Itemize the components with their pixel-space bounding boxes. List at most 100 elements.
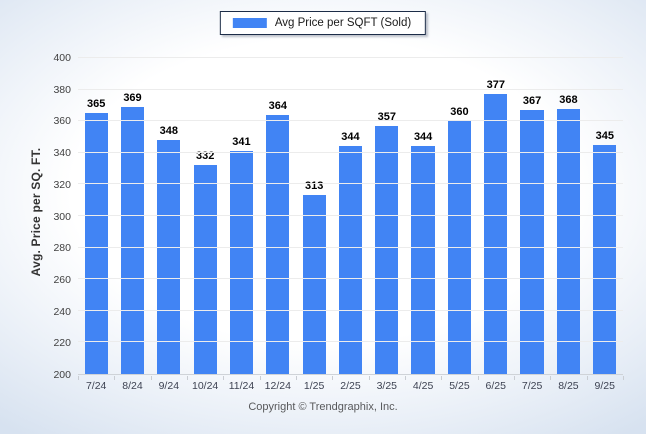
bar-value-label: 360: [450, 106, 469, 119]
x-tick-label: 11/24: [228, 380, 255, 392]
bar-value-label: 367: [522, 95, 542, 108]
bar-slot: 377: [478, 58, 514, 374]
gridline: [78, 341, 623, 343]
bars-container: 365 369 348 332 341 364 313 344 357 344 360 377 367 3…: [78, 58, 623, 374]
y-tick-label: 240: [53, 305, 71, 318]
legend-label: Avg Price per SQFT (Sold): [274, 17, 412, 29]
y-tick-label: 380: [53, 83, 71, 96]
bar-6/25[interactable]: [484, 94, 508, 374]
bar-slot: 344: [332, 58, 368, 374]
gridline: [78, 88, 623, 90]
y-tick-label: 280: [53, 242, 71, 255]
x-tick-mark: [405, 376, 406, 380]
y-tick-label: 320: [53, 178, 71, 191]
x-tick-label: 4/25: [412, 380, 434, 392]
x-tick-label: 12/24: [264, 380, 291, 392]
x-tick-label: 9/25: [594, 380, 615, 392]
y-tick-label: 400: [53, 52, 71, 64]
bar-value-label: 313: [304, 180, 324, 193]
x-tick-mark: [623, 376, 624, 380]
gridline: [78, 120, 623, 122]
bar-value-label: 345: [595, 129, 614, 142]
x-tick-mark: [114, 376, 116, 380]
x-tick-label: 1/25: [303, 380, 325, 392]
bar-7/25[interactable]: [520, 110, 544, 374]
x-axis-tick-labels: 7/24 8/24 9/24 10/24 11/24 12/24 1/25 2/25 3/25 4…: [78, 380, 623, 392]
bar-value-label: 369: [123, 91, 142, 104]
bar-slot: 357: [369, 58, 405, 374]
bar-slot: 345: [587, 58, 623, 374]
copyright-text: Copyright © Trendgraphix, Inc.: [248, 401, 398, 413]
x-tick-mark: [550, 376, 552, 380]
x-tick-label: 5/25: [449, 380, 470, 392]
plot-area: 365 369 348 332 341 364 313 344 357 344 360 377 367 3…: [78, 57, 623, 375]
gridline: [78, 183, 623, 185]
x-tick-label: 2/25: [340, 380, 361, 392]
x-tick-mark: [368, 376, 370, 380]
bar-2/25[interactable]: [338, 146, 363, 374]
bar-9/25[interactable]: [593, 144, 617, 374]
x-tick-mark: [332, 376, 334, 380]
y-tick-label: 200: [53, 369, 71, 381]
x-tick-label: 8/24: [122, 380, 143, 392]
bar-value-label: 348: [159, 125, 178, 138]
bar-8/25[interactable]: [556, 108, 581, 374]
x-tick-mark: [441, 376, 443, 380]
gridline: [78, 57, 623, 58]
x-tick-mark: [223, 376, 225, 380]
bar-slot: 364: [260, 58, 296, 374]
bar-8/24[interactable]: [120, 106, 145, 374]
x-tick-label: 10/24: [192, 380, 219, 392]
y-axis-tick-labels: 200 220 240 260 280 300 320 340 360 380 400: [0, 52, 71, 381]
bar-slot: 348: [151, 58, 187, 374]
legend: Avg Price per SQFT (Sold): [219, 11, 427, 35]
y-tick-label: 300: [53, 210, 71, 223]
x-tick-mark: [150, 376, 152, 380]
x-tick-mark: [477, 376, 479, 380]
y-tick-label: 220: [53, 337, 71, 350]
bar-slot: 313: [296, 58, 332, 374]
bar-slot: 344: [405, 58, 441, 374]
x-tick-mark: [514, 376, 515, 380]
x-tick-label: 6/25: [485, 380, 506, 392]
bar-slot: 365: [78, 58, 114, 374]
gridline: [78, 246, 623, 248]
bar-9/24[interactable]: [157, 140, 181, 374]
bar-slot: 341: [223, 58, 259, 374]
y-tick-label: 340: [53, 147, 71, 160]
bar-value-label: 368: [559, 93, 578, 106]
bar-4/25[interactable]: [411, 146, 435, 374]
bar-value-label: 332: [195, 150, 215, 163]
bar-3/25[interactable]: [375, 125, 399, 374]
x-tick-label: 8/25: [558, 380, 579, 392]
bar-slot: 367: [514, 58, 550, 374]
x-tick-label: 7/24: [85, 380, 107, 392]
x-tick-label: 7/25: [521, 380, 543, 392]
x-tick-mark: [78, 376, 79, 380]
bar-1/25[interactable]: [302, 195, 326, 374]
bar-11/24[interactable]: [229, 151, 254, 374]
x-tick-mark: [296, 376, 297, 380]
y-tick-label: 260: [53, 273, 71, 286]
x-tick-mark: [187, 376, 188, 380]
x-tick-label: 3/25: [376, 380, 397, 392]
x-tick-mark: [586, 376, 588, 380]
bar-value-label: 344: [341, 131, 360, 144]
bar-slot: 360: [441, 58, 477, 374]
bar-value-label: 377: [486, 79, 505, 92]
bar-value-label: 344: [413, 131, 433, 144]
gridline: [78, 278, 623, 280]
gridline: [78, 215, 623, 216]
x-axis-ticks: [78, 376, 624, 381]
bar-10/24[interactable]: [193, 165, 217, 374]
bar-value-label: 364: [268, 99, 287, 112]
bar-value-label: 357: [377, 110, 396, 123]
bar-value-label: 341: [232, 136, 251, 149]
x-tick-label: 9/24: [158, 380, 180, 392]
gridline: [78, 309, 623, 311]
bar-7/24[interactable]: [84, 113, 108, 374]
bar-12/24[interactable]: [266, 114, 290, 374]
gridline: [78, 151, 623, 153]
bar-value-label: 365: [86, 98, 106, 111]
legend-swatch-icon: [232, 18, 267, 28]
